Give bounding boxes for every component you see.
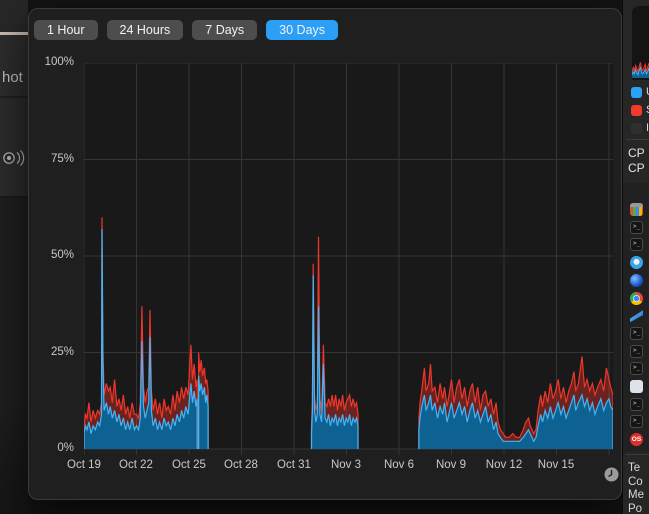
cpu-stat-line-2: CP [628, 161, 645, 175]
cpu-history-chart[interactable] [84, 63, 613, 455]
swoosh-icon[interactable] [630, 310, 643, 323]
x-axis-labels: Oct 19 Oct 22 Oct 25 Oct 28 Oct 31 Nov 3 Nov 6… [67, 459, 613, 479]
sidebar-item-label[interactable]: Me [628, 489, 644, 501]
mini-cpu-graph[interactable] [632, 6, 649, 80]
process-icon-list: >_ >_ >_ >_ >_ >_ >_ OS [623, 183, 649, 452]
sidebar-divider [626, 454, 649, 455]
background-menu-row-2[interactable] [0, 98, 28, 198]
y-axis-labels: 100% 75% 50% 25% 0% [29, 56, 79, 454]
range-button-30-days[interactable]: 30 Days [266, 20, 339, 40]
x-tick-label: Nov 3 [330, 459, 362, 471]
background-menu-row[interactable]: hot [0, 35, 28, 98]
terminal-icon[interactable]: >_ [630, 220, 643, 234]
compass-icon[interactable] [630, 256, 643, 270]
user-color-swatch [631, 87, 642, 98]
background-lower-area [0, 198, 28, 514]
sidebar-section-labels: Te Co Me Po [628, 462, 649, 514]
color-grid-icon[interactable] [630, 203, 643, 216]
terminal-icon[interactable]: >_ [630, 238, 643, 252]
sidebar-item-label[interactable]: Te [628, 462, 641, 474]
window-divider [0, 32, 28, 35]
cpu-history-popover: 1 Hour 24 Hours 7 Days 30 Days 100% 75% 50… [28, 8, 622, 500]
y-tick-label: 25% [50, 346, 74, 358]
legend-label: U [646, 86, 649, 98]
x-tick-label: Oct 28 [224, 459, 258, 471]
y-tick-label: 75% [50, 153, 74, 165]
screen-broadcast-icon [3, 150, 25, 166]
sidebar-item-label[interactable]: Po [628, 502, 643, 514]
x-tick-label: Nov 12 [485, 459, 523, 471]
legend-label: S [646, 104, 649, 116]
terminal-icon[interactable]: >_ [630, 415, 643, 429]
background-window: hot [0, 0, 28, 514]
x-tick-label: Oct 19 [67, 459, 101, 471]
cpu-stat-line-1: CP [628, 146, 645, 160]
idle-color-swatch [631, 123, 642, 134]
y-tick-label: 50% [50, 249, 74, 261]
clock-icon[interactable] [604, 467, 619, 482]
y-tick-label: 0% [57, 442, 74, 454]
orb-icon[interactable] [630, 273, 643, 287]
legend-label: I [646, 122, 649, 134]
terminal-icon[interactable]: >_ [630, 326, 643, 340]
background-toolbar [0, 0, 28, 32]
sidebar-divider [626, 139, 649, 140]
background-menu-label: hot [2, 69, 23, 86]
mini-cpu-chart [632, 62, 649, 78]
range-button-24-hours[interactable]: 24 Hours [106, 20, 184, 40]
x-tick-label: Oct 22 [119, 459, 153, 471]
sidebar-item-label[interactable]: Co [628, 475, 643, 488]
terminal-icon[interactable]: >_ [630, 344, 643, 358]
x-tick-label: Nov 15 [537, 459, 575, 471]
system-color-swatch [631, 105, 642, 116]
terminal-icon[interactable]: >_ [630, 397, 643, 411]
range-button-7-days[interactable]: 7 Days [192, 20, 258, 40]
time-range-selector: 1 Hour 24 Hours 7 Days 30 Days [34, 20, 339, 40]
legend-row-user: U [623, 84, 649, 102]
legend-row-system: S [623, 102, 649, 120]
x-tick-label: Oct 31 [277, 459, 311, 471]
os-icon[interactable]: OS [630, 433, 643, 447]
x-tick-label: Nov 6 [383, 459, 415, 471]
light-icon[interactable] [630, 380, 643, 393]
range-button-1-hour[interactable]: 1 Hour [34, 20, 98, 40]
legend-row-idle: I [623, 120, 649, 138]
chrome-icon[interactable] [630, 291, 643, 305]
x-tick-label: Oct 25 [172, 459, 206, 471]
x-tick-label: Nov 9 [435, 459, 467, 471]
terminal-icon[interactable]: >_ [630, 362, 643, 376]
y-tick-label: 100% [44, 56, 74, 68]
